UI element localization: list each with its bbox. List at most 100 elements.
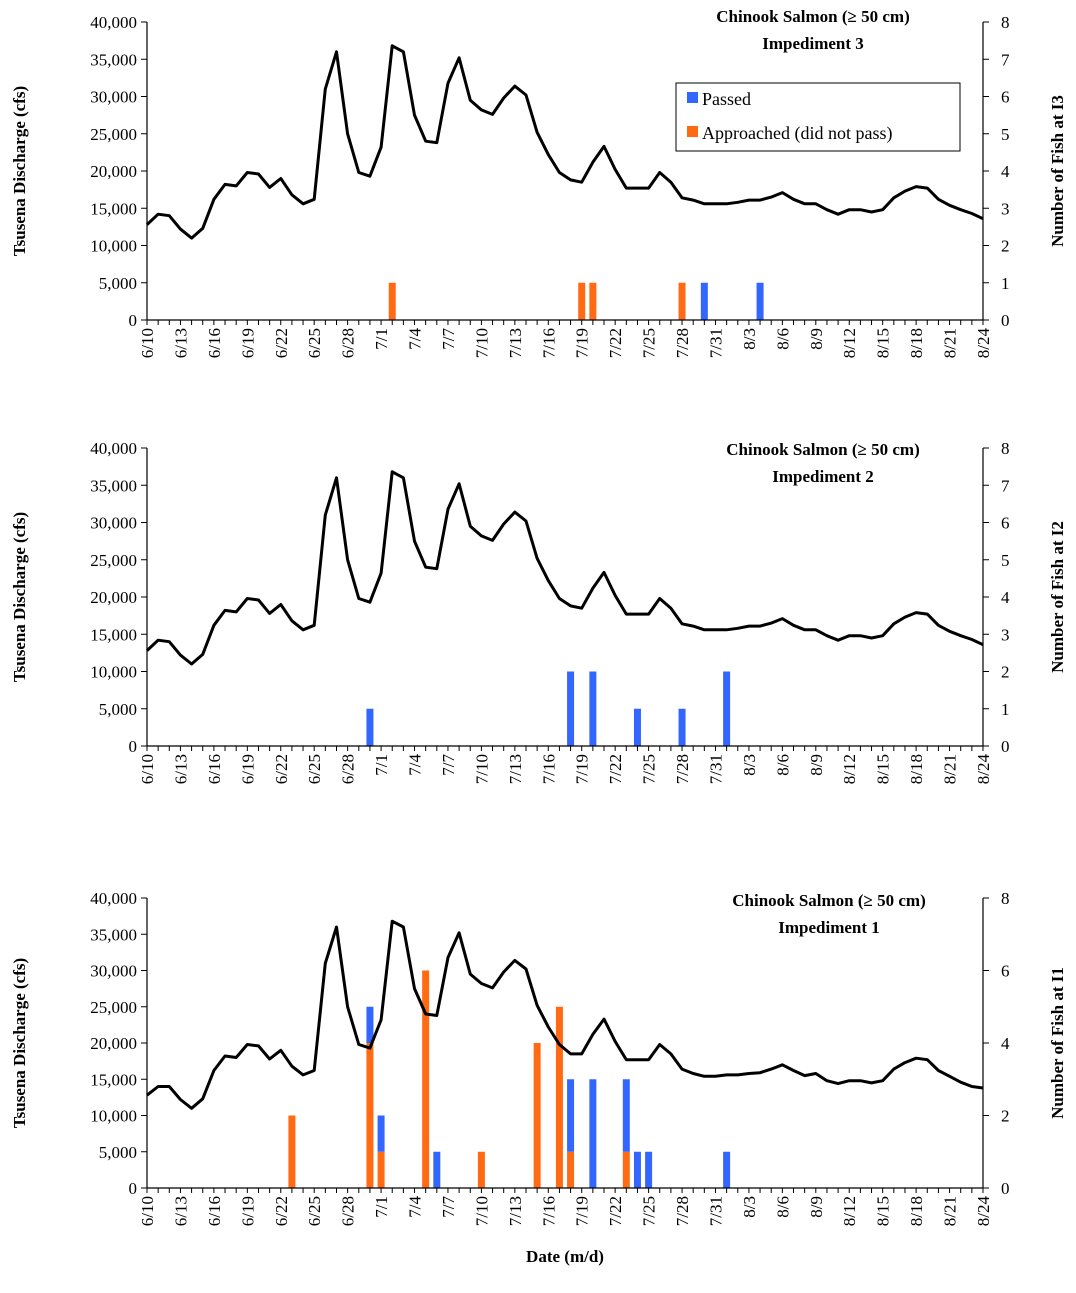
discharge-line bbox=[145, 470, 984, 666]
passed-bar bbox=[567, 1079, 575, 1152]
x-tick-label: 7/13 bbox=[506, 328, 525, 358]
passed-bar bbox=[366, 1006, 374, 1043]
y-tick-label: 5,000 bbox=[99, 274, 137, 293]
x-tick-label: 7/7 bbox=[439, 754, 458, 776]
y-tick-label: 30,000 bbox=[90, 962, 137, 981]
y-axis-label: Tsusena Discharge (cfs) bbox=[10, 958, 29, 1128]
passed-bar bbox=[700, 282, 708, 320]
x-tick-label: 7/22 bbox=[606, 754, 625, 784]
passed-bar bbox=[756, 282, 764, 320]
legend-box bbox=[675, 82, 961, 152]
passed-bar bbox=[433, 1151, 441, 1188]
x-tick-label: 7/10 bbox=[472, 754, 491, 784]
y2-tick-label: 5 bbox=[1001, 125, 1010, 144]
discharge-line bbox=[145, 44, 984, 240]
y-tick-label: 0 bbox=[129, 737, 138, 756]
x-tick-label: 7/25 bbox=[640, 1196, 659, 1226]
x-tick-label: 7/19 bbox=[573, 754, 592, 784]
x-tick-label: 6/25 bbox=[305, 328, 324, 358]
x-tick-label: 7/22 bbox=[606, 1196, 625, 1226]
y2-tick-label: 4 bbox=[1001, 588, 1010, 607]
x-tick-label: 8/15 bbox=[874, 328, 893, 358]
y-tick-label: 35,000 bbox=[90, 476, 137, 495]
x-tick-label: 7/4 bbox=[406, 328, 425, 350]
passed-bar bbox=[678, 708, 686, 746]
x-tick-label: 6/19 bbox=[238, 328, 257, 358]
y-tick-label: 30,000 bbox=[90, 514, 137, 533]
y2-tick-label: 4 bbox=[1001, 162, 1010, 181]
x-tick-label: 8/9 bbox=[807, 1196, 826, 1218]
chart-title: Chinook Salmon (≥ 50 cm) bbox=[732, 891, 926, 910]
x-tick-label: 7/1 bbox=[372, 1196, 391, 1218]
x-tick-label: 8/24 bbox=[974, 328, 993, 359]
x-tick-label: 6/10 bbox=[138, 328, 157, 358]
y2-tick-label: 3 bbox=[1001, 625, 1010, 644]
passed-bar bbox=[567, 671, 575, 746]
x-tick-label: 6/16 bbox=[205, 1196, 224, 1226]
x-tick-label: 6/10 bbox=[138, 1196, 157, 1226]
y2-axis-label: Number of Fish at I3 bbox=[1048, 95, 1067, 247]
y-tick-label: 30,000 bbox=[90, 88, 137, 107]
y-tick-label: 0 bbox=[129, 1179, 138, 1198]
x-tick-label: 8/24 bbox=[974, 1196, 993, 1227]
passed-bar bbox=[377, 1115, 385, 1152]
passed-bar bbox=[723, 1151, 731, 1188]
approached-bar bbox=[678, 282, 686, 320]
y2-tick-label: 2 bbox=[1001, 1107, 1010, 1126]
x-tick-label: 6/22 bbox=[272, 754, 291, 784]
legend-swatch-passed bbox=[687, 92, 698, 103]
x-tick-label: 7/19 bbox=[573, 328, 592, 358]
x-tick-label: 7/10 bbox=[472, 328, 491, 358]
y2-tick-label: 6 bbox=[1001, 88, 1010, 107]
x-tick-label: 8/21 bbox=[941, 754, 960, 784]
y2-tick-label: 0 bbox=[1001, 1179, 1010, 1198]
passed-bar bbox=[622, 1079, 630, 1152]
x-tick-label: 8/6 bbox=[773, 1196, 792, 1218]
x-tick-label: 8/6 bbox=[773, 328, 792, 350]
y-tick-label: 0 bbox=[129, 311, 138, 330]
legend-swatch-approached bbox=[687, 126, 698, 137]
x-tick-label: 7/25 bbox=[640, 754, 659, 784]
y-tick-label: 5,000 bbox=[99, 1143, 137, 1162]
x-tick-label: 8/9 bbox=[807, 754, 826, 776]
y-tick-label: 25,000 bbox=[90, 125, 137, 144]
chart-title: Chinook Salmon (≥ 50 cm) bbox=[726, 440, 920, 459]
legend: Passed Approached (did not pass) bbox=[675, 82, 961, 152]
legend-label: Approached (did not pass) bbox=[702, 123, 892, 144]
x-tick-label: 7/25 bbox=[640, 328, 659, 358]
x-tick-label: 8/12 bbox=[840, 328, 859, 358]
y2-tick-label: 4 bbox=[1001, 1034, 1010, 1053]
y2-axis-label: Number of Fish at I2 bbox=[1048, 521, 1067, 673]
x-tick-label: 7/10 bbox=[472, 1196, 491, 1226]
x-tick-label: 7/31 bbox=[706, 1196, 725, 1226]
y-tick-label: 40,000 bbox=[90, 889, 137, 908]
x-tick-label: 6/19 bbox=[238, 1196, 257, 1226]
y2-tick-label: 1 bbox=[1001, 700, 1010, 719]
y-tick-label: 20,000 bbox=[90, 1034, 137, 1053]
x-tick-label: 7/13 bbox=[506, 754, 525, 784]
approached-bar bbox=[377, 1151, 385, 1188]
x-tick-label: 8/18 bbox=[907, 754, 926, 784]
x-tick-label: 8/3 bbox=[740, 328, 759, 350]
y-tick-label: 35,000 bbox=[90, 925, 137, 944]
x-tick-label: 6/22 bbox=[272, 328, 291, 358]
approached-bar bbox=[589, 282, 597, 320]
y-axis-label: Tsusena Discharge (cfs) bbox=[10, 512, 29, 682]
y2-tick-label: 0 bbox=[1001, 737, 1010, 756]
x-tick-label: 7/31 bbox=[706, 754, 725, 784]
x-tick-label: 7/28 bbox=[673, 328, 692, 358]
y2-tick-label: 7 bbox=[1001, 50, 1010, 69]
y2-tick-label: 2 bbox=[1001, 663, 1010, 682]
approached-bar bbox=[288, 1115, 296, 1188]
x-tick-label: 6/16 bbox=[205, 754, 224, 784]
y-tick-label: 15,000 bbox=[90, 625, 137, 644]
y-tick-label: 10,000 bbox=[90, 663, 137, 682]
y2-tick-label: 2 bbox=[1001, 237, 1010, 256]
x-tick-label: 8/6 bbox=[773, 754, 792, 776]
y-tick-label: 25,000 bbox=[90, 998, 137, 1017]
x-tick-label: 6/25 bbox=[305, 1196, 324, 1226]
y-axis-label: Tsusena Discharge (cfs) bbox=[10, 86, 29, 256]
passed-bar bbox=[589, 671, 597, 746]
y-tick-label: 5,000 bbox=[99, 700, 137, 719]
x-tick-label: 8/21 bbox=[941, 1196, 960, 1226]
